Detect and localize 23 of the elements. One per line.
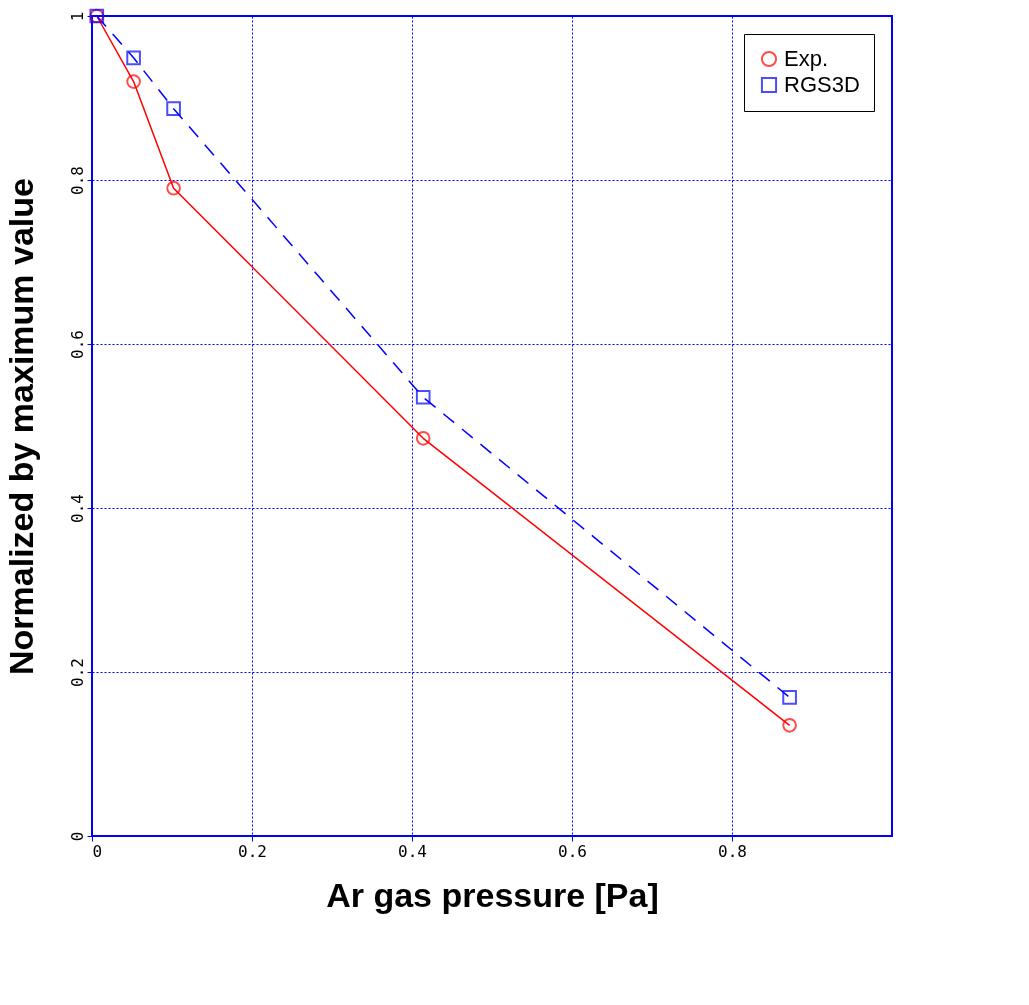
y-tick-label: 1	[67, 11, 87, 22]
y-axis-title: Normalized by maximum value	[1, 178, 40, 675]
y-tick-label: 0.6	[67, 330, 87, 359]
y-tick-label: 0.8	[67, 166, 87, 195]
point	[415, 389, 431, 405]
point	[782, 690, 797, 705]
point	[126, 50, 141, 66]
y-tick-label: 0.2	[67, 658, 87, 687]
x-tick-label: 0.8	[718, 841, 747, 861]
point	[415, 430, 431, 446]
y-tick-label: 0	[67, 831, 87, 842]
x-axis-title: Ar gas pressure [Pa]	[326, 875, 659, 914]
y-tick-label: 0.4	[67, 494, 87, 523]
x-tick-label: 0.4	[398, 841, 427, 861]
point	[166, 101, 181, 116]
legend-label: RGS3D	[784, 72, 860, 97]
x-tick-label: 0.6	[558, 841, 587, 861]
x-tick-label: 0.2	[238, 841, 267, 861]
point	[126, 74, 141, 89]
point	[782, 717, 797, 733]
legend-label: Exp.	[784, 46, 829, 71]
x-tick-label: 0	[92, 841, 103, 861]
point	[166, 180, 181, 196]
